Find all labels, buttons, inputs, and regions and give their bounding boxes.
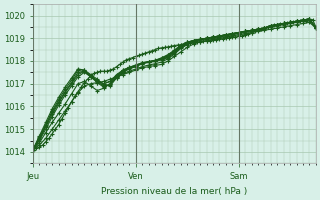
X-axis label: Pression niveau de la mer( hPa ): Pression niveau de la mer( hPa ) <box>101 187 247 196</box>
